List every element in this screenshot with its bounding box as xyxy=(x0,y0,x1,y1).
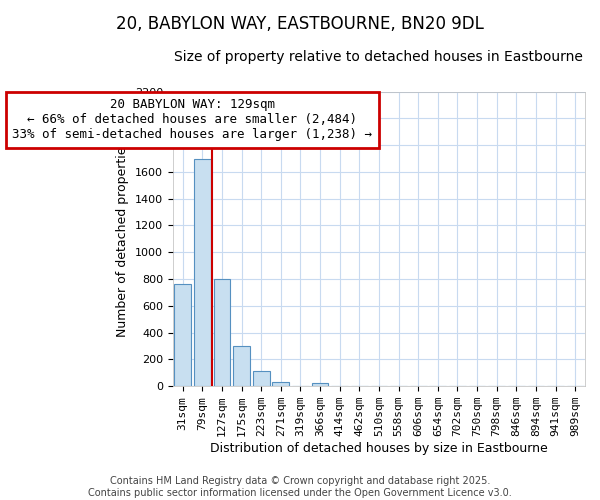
Bar xyxy=(214,279,230,386)
X-axis label: Distribution of detached houses by size in Eastbourne: Distribution of detached houses by size … xyxy=(210,442,548,455)
Y-axis label: Number of detached properties: Number of detached properties xyxy=(116,140,130,338)
Bar xyxy=(175,284,191,386)
Bar xyxy=(312,383,328,386)
Text: Contains HM Land Registry data © Crown copyright and database right 2025.
Contai: Contains HM Land Registry data © Crown c… xyxy=(88,476,512,498)
Bar xyxy=(194,158,211,386)
Title: Size of property relative to detached houses in Eastbourne: Size of property relative to detached ho… xyxy=(175,50,583,64)
Text: 20, BABYLON WAY, EASTBOURNE, BN20 9DL: 20, BABYLON WAY, EASTBOURNE, BN20 9DL xyxy=(116,15,484,33)
Bar xyxy=(233,346,250,386)
Bar xyxy=(253,372,269,386)
Text: 20 BABYLON WAY: 129sqm
← 66% of detached houses are smaller (2,484)
33% of semi-: 20 BABYLON WAY: 129sqm ← 66% of detached… xyxy=(13,98,373,142)
Bar xyxy=(272,382,289,386)
